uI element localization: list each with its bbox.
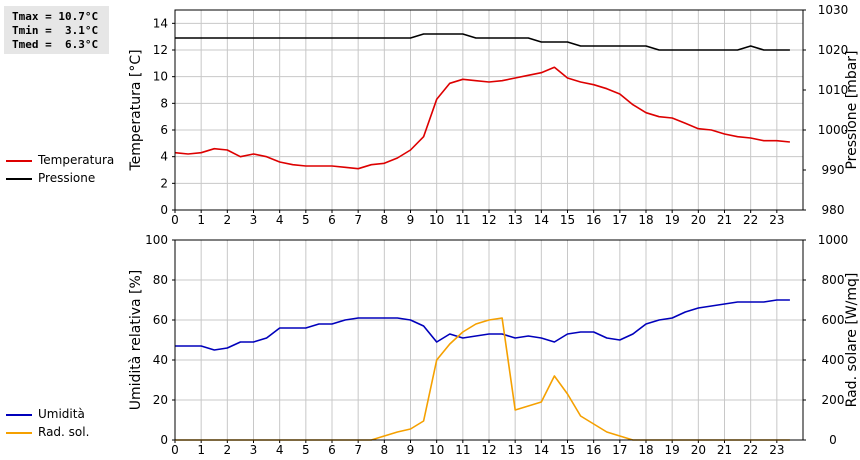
legend-label-temperatura: Temperatura (38, 153, 115, 167)
y2-tick-label: 1010 (818, 83, 849, 97)
x-tick-label: 18 (638, 443, 653, 457)
y2-tick-label: 980 (822, 203, 845, 217)
x-tick-label: 20 (691, 213, 706, 227)
legend-label-rad-sol: Rad. sol. (38, 425, 90, 439)
tmed-stat: Tmed = 6.3°C (12, 38, 99, 51)
series-line-temperatura (174, 66, 790, 170)
y2-axis-title: Pressione [mbar] (844, 50, 860, 169)
y-tick-label: 12 (153, 43, 168, 57)
y2-tick-label: 200 (822, 393, 845, 407)
y2-tick-label: 990 (822, 163, 845, 177)
y2-axis-title: Rad. solare [W/mq] (844, 273, 860, 408)
x-tick-label: 11 (455, 443, 470, 457)
legend-label-umidita: Umidità (38, 407, 85, 421)
x-tick-label: 23 (769, 443, 784, 457)
x-tick-label: 19 (665, 443, 680, 457)
y-tick-label: 6 (160, 123, 168, 137)
plot-frame (174, 239, 804, 441)
x-tick-label: 12 (481, 443, 496, 457)
x-tick-label: 14 (534, 213, 549, 227)
x-tick-label: 22 (743, 213, 758, 227)
x-tick-label: 21 (717, 443, 732, 457)
y-axis-title: Umidità relativa [%] (128, 270, 144, 411)
y2-tick-label: 1020 (818, 43, 849, 57)
plot-frame (174, 9, 804, 211)
x-tick-label: 8 (381, 443, 389, 457)
y-tick-label: 100 (145, 233, 168, 247)
x-tick-label: 5 (302, 443, 310, 457)
y2-tick-label: 600 (822, 313, 845, 327)
x-tick-label: 20 (691, 443, 706, 457)
x-tick-label: 10 (429, 213, 444, 227)
x-tick-label: 12 (481, 213, 496, 227)
y2-tick-label: 0 (829, 433, 837, 447)
x-tick-label: 13 (508, 443, 523, 457)
y2-tick-label: 1000 (818, 233, 849, 247)
y-tick-label: 80 (153, 273, 168, 287)
y-tick-label: 60 (153, 313, 168, 327)
series-line-umidit (175, 299, 790, 351)
x-tick-label: 2 (224, 443, 232, 457)
legend-label-pressione: Pressione (38, 171, 96, 185)
x-tick-label: 7 (354, 213, 362, 227)
y2-tick-label: 1000 (818, 123, 849, 137)
x-tick-label: 16 (586, 213, 601, 227)
x-tick-label: 17 (612, 443, 627, 457)
x-tick-label: 0 (171, 443, 179, 457)
x-tick-label: 18 (638, 213, 653, 227)
x-tick-label: 3 (250, 443, 258, 457)
y-tick-label: 40 (153, 353, 168, 367)
x-tick-label: 1 (197, 213, 205, 227)
x-tick-label: 5 (302, 213, 310, 227)
y-tick-label: 20 (153, 393, 168, 407)
x-tick-label: 0 (171, 213, 179, 227)
x-tick-label: 19 (665, 213, 680, 227)
x-tick-label: 17 (612, 213, 627, 227)
tmin-stat: Tmin = 3.1°C (12, 24, 99, 37)
x-tick-label: 22 (743, 443, 758, 457)
x-tick-label: 1 (197, 443, 205, 457)
legend-swatch-umidita (6, 414, 32, 416)
x-tick-label: 3 (250, 213, 258, 227)
y-tick-label: 0 (160, 203, 168, 217)
y-tick-label: 10 (153, 70, 168, 84)
x-tick-label: 10 (429, 443, 444, 457)
y-axis-title: Temperatura [°C] (128, 49, 144, 171)
x-tick-label: 21 (717, 213, 732, 227)
y-tick-label: 14 (153, 16, 168, 30)
y-tick-label: 0 (160, 433, 168, 447)
x-tick-label: 6 (328, 443, 336, 457)
series-line-pressione (175, 33, 790, 51)
x-tick-label: 15 (560, 213, 575, 227)
legend-swatch-temperatura (6, 160, 32, 162)
y2-tick-label: 400 (822, 353, 845, 367)
y2-tick-label: 1030 (818, 3, 849, 17)
tmax-stat: Tmax = 10.7°C (12, 10, 99, 23)
x-tick-label: 7 (354, 443, 362, 457)
y-tick-label: 4 (160, 150, 168, 164)
y-tick-label: 2 (160, 176, 168, 190)
y-tick-label: 8 (160, 96, 168, 110)
x-tick-label: 8 (381, 213, 389, 227)
x-tick-label: 16 (586, 443, 601, 457)
chart-panel-1: 0 1 2 3 4 5 6 7 8 9 10 11 12 13 14 15 16 17 18 19 20 21 22 2302… (128, 3, 860, 227)
stats-box: Tmax = 10.7°C Tmin = 3.1°C Tmed = 6.3°C (4, 6, 109, 54)
y2-tick-label: 800 (822, 273, 845, 287)
x-tick-label: 13 (508, 213, 523, 227)
x-tick-label: 4 (276, 443, 284, 457)
legend-swatch-pressione (6, 178, 32, 180)
x-tick-label: 14 (534, 443, 549, 457)
legend-swatch-rad-sol (6, 432, 32, 434)
x-tick-label: 9 (407, 213, 415, 227)
x-tick-label: 9 (407, 443, 415, 457)
x-tick-label: 15 (560, 443, 575, 457)
x-tick-label: 23 (769, 213, 784, 227)
chart-panel-2: 0 1 2 3 4 5 6 7 8 9 10 11 12 13 14 15 16 17 18 19 20 21 22 2302… (128, 233, 860, 457)
x-tick-label: 2 (224, 213, 232, 227)
x-tick-label: 6 (328, 213, 336, 227)
x-tick-label: 4 (276, 213, 284, 227)
x-tick-label: 11 (455, 213, 470, 227)
